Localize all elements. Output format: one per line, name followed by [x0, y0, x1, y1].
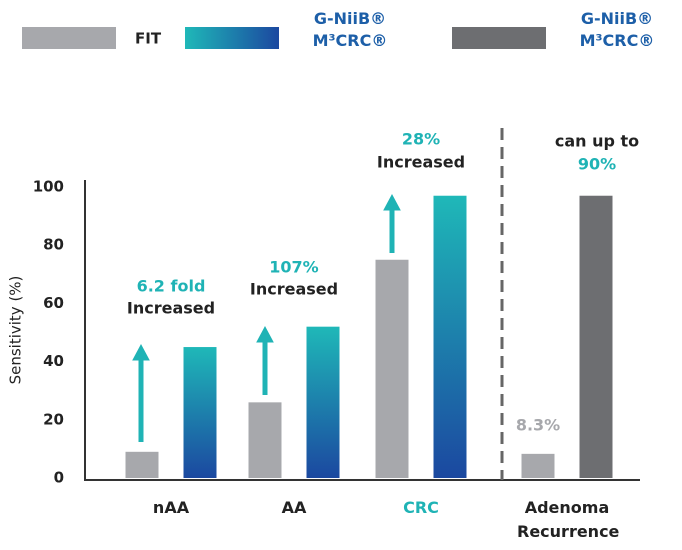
annotation: 90%	[578, 155, 616, 174]
x-tick-label: nAA	[152, 498, 190, 517]
bar	[433, 195, 467, 479]
annotation: 28%	[402, 130, 440, 149]
legend-label: G-NiiB® M³CRC®	[312, 9, 388, 50]
x-tick-label: CRC	[403, 498, 439, 517]
x-tick-label: nAA	[152, 498, 190, 517]
annotation: Increased	[250, 280, 338, 299]
bar	[183, 347, 217, 478]
legend-swatch	[22, 27, 116, 49]
x-tick-label: Adenoma Recurrence	[517, 498, 620, 541]
y-tick-label: 100	[33, 178, 64, 196]
legend-label: G-NiiB® M³CRC®	[312, 9, 388, 50]
x-tick-label: AA	[281, 498, 307, 517]
legend-label: G-NiiB® M³CRC®	[579, 9, 655, 50]
y-tick-label: 0	[54, 469, 64, 487]
annotation: 107%	[269, 258, 318, 277]
y-tick-label: 80	[43, 236, 64, 254]
bar	[579, 195, 613, 479]
y-tick-label: 20	[43, 410, 64, 428]
y-axis-label: Sensitivity (%)	[7, 276, 25, 385]
x-tick-label: AA	[281, 498, 307, 517]
bar	[375, 259, 409, 478]
legend-swatch	[185, 27, 279, 49]
y-tick-label: 60	[43, 294, 64, 312]
annotation: Increased	[377, 153, 465, 172]
legend-label: G-NiiB® M³CRC®	[579, 9, 655, 50]
y-tick-label: 40	[43, 352, 64, 370]
annotation: Increased	[127, 299, 215, 318]
value-label: 8.3%	[516, 415, 560, 434]
legend-label: FIT	[135, 30, 162, 48]
x-tick-label: Adenoma Recurrence	[517, 498, 620, 541]
legend-swatch	[452, 27, 546, 49]
bar	[521, 453, 555, 478]
bar	[306, 326, 340, 478]
annotation: can up to	[555, 132, 639, 151]
x-tick-label: CRC	[403, 498, 439, 517]
arrows	[132, 193, 401, 442]
bar	[125, 451, 159, 478]
bar	[248, 402, 282, 478]
annotation: 6.2 fold	[137, 277, 206, 296]
